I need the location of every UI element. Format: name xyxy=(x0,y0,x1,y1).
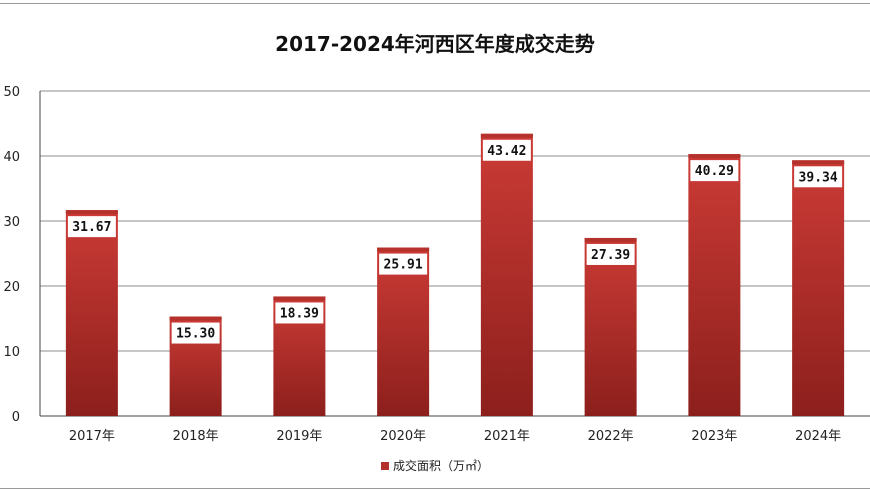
y-tick-label: 0 xyxy=(12,410,20,425)
bar xyxy=(65,210,118,416)
data-label: 31.67 xyxy=(72,220,111,235)
bar-cap xyxy=(169,316,222,321)
data-label-box xyxy=(171,322,220,344)
bar xyxy=(792,160,845,416)
bar-cap xyxy=(377,247,430,252)
bar-cap xyxy=(792,160,845,165)
x-tick-label: 2024年 xyxy=(795,429,841,444)
y-tick-label: 40 xyxy=(3,150,20,165)
top-divider xyxy=(0,3,870,4)
y-tick-label: 20 xyxy=(3,280,20,295)
data-label: 18.39 xyxy=(280,306,319,321)
x-tick-label: 2017年 xyxy=(69,429,115,444)
bar-cap xyxy=(584,237,637,242)
data-label: 15.30 xyxy=(176,327,215,342)
data-label: 40.29 xyxy=(695,164,734,179)
bar xyxy=(377,247,430,416)
axes: 0 10 20 30 40 50 2017年 2018年 2019年 2020年 2021年 2022… xyxy=(3,85,841,444)
legend: 成交面积（万㎡） xyxy=(0,457,870,474)
legend-swatch xyxy=(380,461,389,470)
data-label-box xyxy=(482,139,531,161)
data-label-box xyxy=(586,243,635,265)
x-tick-label: 2022年 xyxy=(588,429,634,444)
data-label-box xyxy=(379,253,428,275)
x-tick-label: 2021年 xyxy=(484,429,530,444)
bar xyxy=(688,154,741,417)
data-label: 27.39 xyxy=(591,248,630,263)
chart-title: 2017-2024年河西区年度成交走势 xyxy=(275,32,595,56)
legend-label: 成交面积（万㎡） xyxy=(392,459,489,473)
data-label-box xyxy=(690,160,739,182)
y-tick-label: 30 xyxy=(3,215,20,230)
bar xyxy=(480,133,533,416)
bar-cap xyxy=(480,133,533,138)
bar-cap xyxy=(273,296,326,301)
data-label-box xyxy=(67,216,116,238)
bar-cap xyxy=(688,154,741,159)
data-label: 39.34 xyxy=(799,170,838,185)
x-tick-label: 2020年 xyxy=(380,429,426,444)
y-tick-label: 50 xyxy=(3,85,20,100)
y-tick-label: 10 xyxy=(3,345,20,360)
bar xyxy=(584,237,637,416)
x-tick-label: 2019年 xyxy=(276,429,322,444)
data-label: 43.42 xyxy=(487,144,526,159)
x-tick-label: 2018年 xyxy=(173,429,219,444)
data-label-box xyxy=(275,302,324,324)
data-labels: 31.67 15.30 18.39 25.91 43.42 27.39 40.29 39.34 xyxy=(67,139,843,344)
data-label-box xyxy=(794,166,843,188)
data-label: 25.91 xyxy=(384,258,423,273)
gridlines xyxy=(40,90,870,417)
bottom-divider xyxy=(0,488,870,489)
x-tick-label: 2023年 xyxy=(691,429,737,444)
bar-cap xyxy=(65,210,118,215)
